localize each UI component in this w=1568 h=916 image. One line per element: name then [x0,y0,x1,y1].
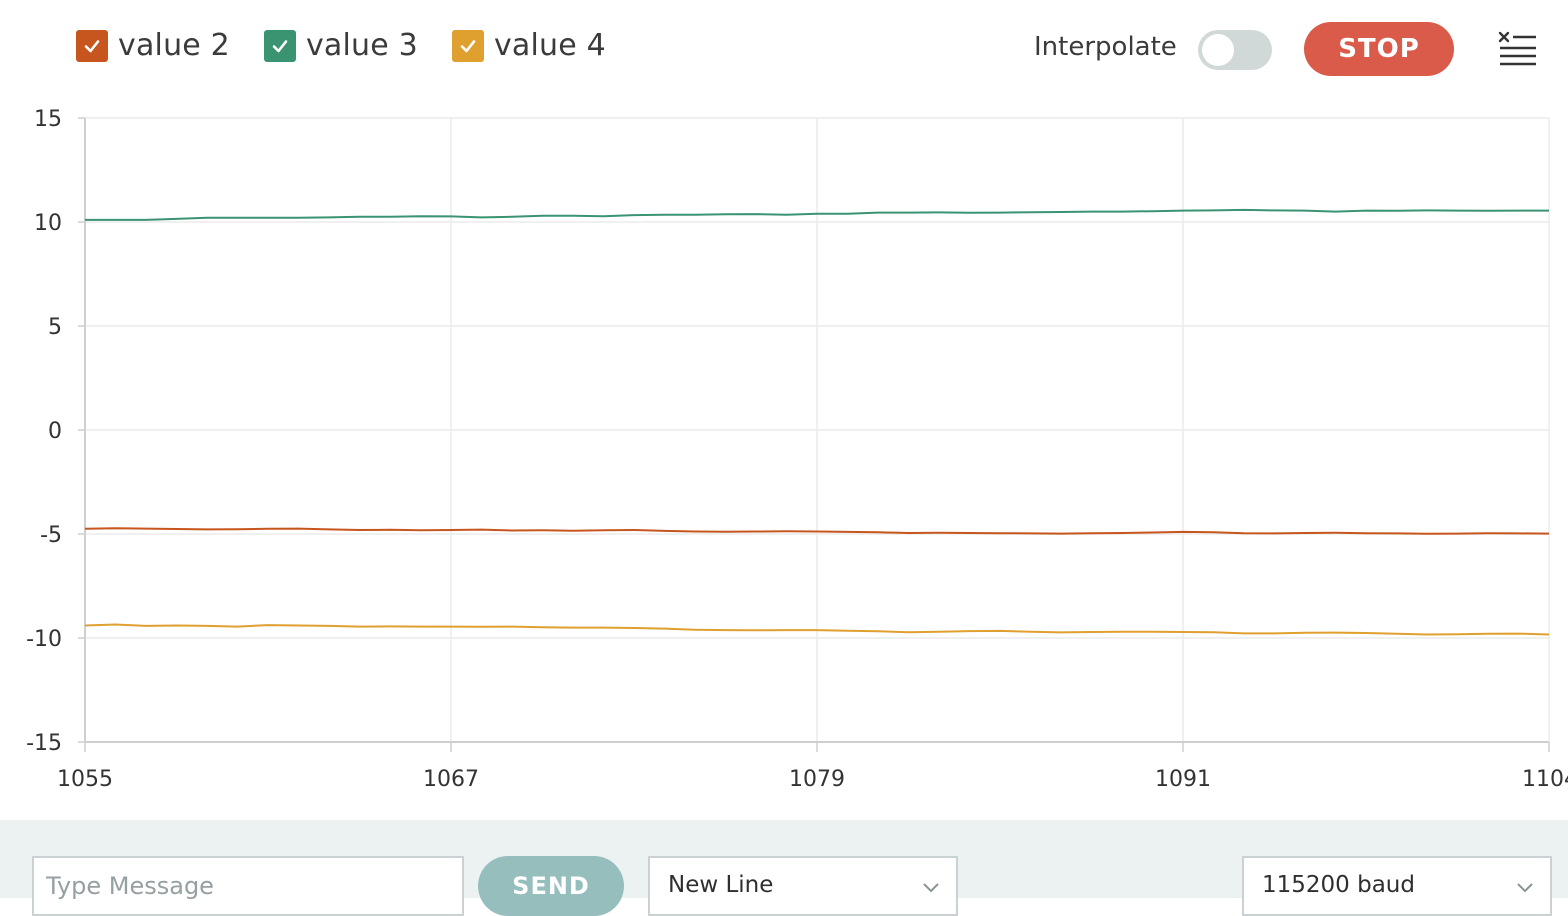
y-tick-label: -15 [26,731,62,756]
clear-list-icon [1498,31,1536,66]
y-axis: 15 10 5 0 -5 -10 -15 [26,107,85,756]
x-tick-label: 1055 [57,767,113,792]
interpolate-label: Interpolate [1034,32,1177,62]
check-icon [84,39,100,52]
x-tick-label: 1067 [423,767,479,792]
series-line-value-2 [84,527,1550,535]
interpolate-toggle[interactable] [1198,30,1272,70]
baud-rate-value: 115200 baud [1262,872,1415,898]
value-3-checkbox[interactable] [263,29,296,62]
plot-chart: 15 10 5 0 -5 -10 -15 1055 1067 1079 1091 1104 [26,107,1568,792]
baud-rate-select[interactable]: 115200 baud [1242,856,1552,916]
legend-label: value 2 [118,28,230,63]
stop-button[interactable]: STOP [1304,22,1454,76]
footer-bar: SEND New Line 115200 baud [0,820,1568,916]
x-axis: 1055 1067 1079 1091 1104 [57,742,1568,792]
line-ending-select[interactable]: New Line [648,856,958,916]
check-icon [272,39,288,52]
x-tick-label: 1091 [1155,767,1211,792]
legend: value 2 value 3 value 4 [76,28,640,63]
y-tick-label: -5 [40,523,62,548]
value-4-checkbox[interactable] [451,29,484,62]
y-tick-label: 15 [34,107,62,132]
legend-item-value-2[interactable]: value 2 [76,28,230,63]
legend-label: value 3 [305,28,418,63]
x-tick-label: 1079 [789,767,845,792]
toggle-knob [1202,34,1234,66]
series-line-value-4 [84,623,1550,636]
message-input[interactable] [32,856,464,916]
chevron-down-icon [923,883,939,893]
check-icon [460,39,476,52]
legend-label: value 4 [493,28,606,63]
value-2-checkbox[interactable] [76,29,108,62]
y-tick-label: 0 [48,419,62,444]
y-tick-label: 5 [48,315,62,340]
line-ending-value: New Line [668,872,774,898]
series-line-value-3 [85,208,1549,221]
legend-item-value-4[interactable]: value 4 [451,28,606,63]
x-tick-label: 1104 [1522,767,1568,792]
send-button[interactable]: SEND [478,856,624,916]
y-tick-label: -10 [26,627,62,652]
y-tick-label: 10 [34,211,62,236]
clear-button[interactable] [1496,30,1538,70]
series-layer [84,208,1550,636]
chevron-down-icon [1517,883,1533,893]
legend-item-value-3[interactable]: value 3 [263,28,418,63]
